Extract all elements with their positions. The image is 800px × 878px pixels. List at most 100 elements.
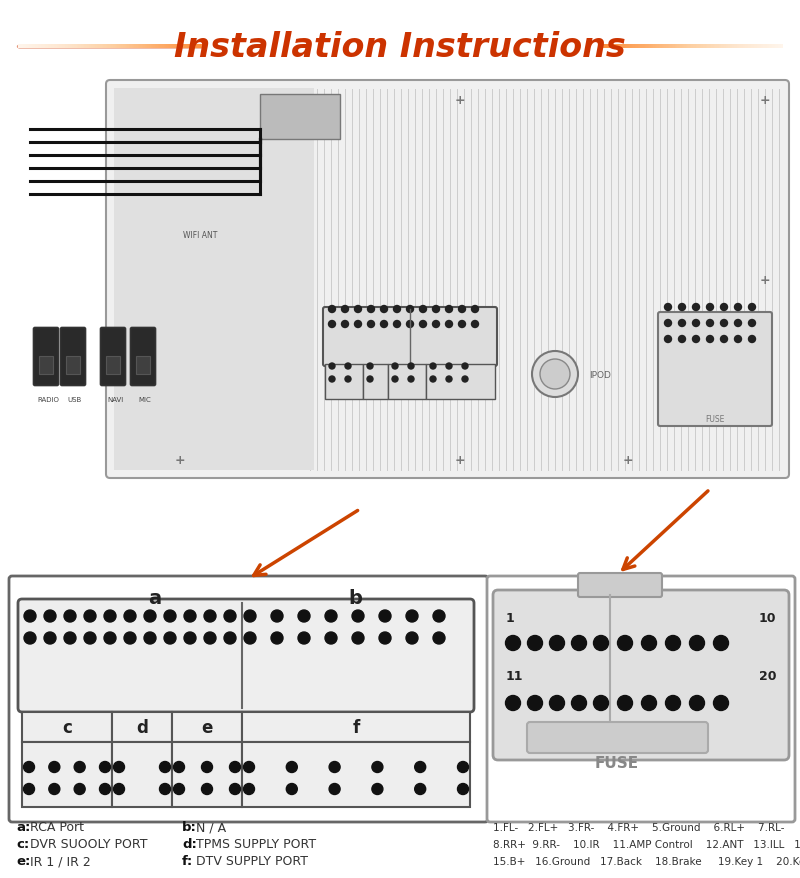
Text: 11: 11 — [506, 669, 523, 681]
Circle shape — [446, 377, 452, 383]
Circle shape — [298, 610, 310, 623]
Circle shape — [202, 783, 213, 795]
Circle shape — [286, 783, 298, 795]
Circle shape — [392, 377, 398, 383]
Circle shape — [408, 363, 414, 370]
Text: +: + — [760, 273, 770, 286]
Circle shape — [527, 636, 542, 651]
Circle shape — [665, 304, 671, 311]
Circle shape — [244, 610, 256, 623]
Circle shape — [406, 610, 418, 623]
Text: +: + — [622, 453, 634, 466]
Circle shape — [164, 632, 176, 644]
Circle shape — [693, 320, 699, 327]
Circle shape — [433, 321, 439, 328]
Circle shape — [23, 761, 34, 773]
Circle shape — [379, 632, 391, 644]
Circle shape — [372, 783, 383, 795]
Circle shape — [394, 306, 401, 313]
Text: d: d — [136, 718, 148, 736]
Text: +: + — [454, 453, 466, 466]
Circle shape — [419, 306, 426, 313]
Circle shape — [527, 695, 542, 710]
Circle shape — [550, 695, 565, 710]
Circle shape — [446, 321, 453, 328]
Circle shape — [571, 636, 586, 651]
Circle shape — [124, 632, 136, 644]
Circle shape — [329, 321, 335, 328]
Circle shape — [329, 363, 335, 370]
Circle shape — [594, 636, 609, 651]
Circle shape — [433, 306, 439, 313]
Circle shape — [325, 610, 337, 623]
Circle shape — [23, 783, 34, 795]
Circle shape — [678, 304, 686, 311]
Circle shape — [104, 610, 116, 623]
Circle shape — [406, 632, 418, 644]
Circle shape — [678, 320, 686, 327]
Circle shape — [408, 377, 414, 383]
Circle shape — [721, 336, 727, 343]
Bar — [260, 95, 340, 140]
Circle shape — [159, 783, 170, 795]
Text: N / A: N / A — [196, 821, 226, 833]
Circle shape — [666, 695, 681, 710]
Text: c: c — [62, 718, 72, 736]
Circle shape — [430, 363, 436, 370]
Circle shape — [392, 363, 398, 370]
FancyBboxPatch shape — [61, 328, 86, 386]
FancyBboxPatch shape — [493, 590, 789, 760]
Circle shape — [714, 695, 729, 710]
Circle shape — [693, 336, 699, 343]
Circle shape — [734, 336, 742, 343]
Circle shape — [749, 304, 755, 311]
Circle shape — [104, 632, 116, 644]
Text: a: a — [149, 588, 162, 607]
Bar — [22, 712, 112, 742]
Circle shape — [286, 761, 298, 773]
Circle shape — [99, 761, 110, 773]
Text: 15.B+   16.Ground   17.Back    18.Brake     19.Key 1    20.Key 2: 15.B+ 16.Ground 17.Back 18.Brake 19.Key … — [493, 856, 800, 866]
Circle shape — [114, 783, 125, 795]
Circle shape — [230, 761, 241, 773]
Circle shape — [532, 351, 578, 398]
Circle shape — [99, 783, 110, 795]
Circle shape — [84, 632, 96, 644]
Circle shape — [406, 321, 414, 328]
Text: TPMS SUPPLY PORT: TPMS SUPPLY PORT — [196, 838, 316, 851]
Text: a:: a: — [16, 821, 30, 833]
Circle shape — [433, 632, 445, 644]
Circle shape — [342, 321, 349, 328]
Circle shape — [244, 632, 256, 644]
FancyBboxPatch shape — [130, 328, 155, 386]
Bar — [426, 364, 495, 399]
Circle shape — [354, 321, 362, 328]
Circle shape — [471, 321, 478, 328]
Text: c:: c: — [16, 838, 30, 851]
Bar — [242, 712, 470, 742]
Bar — [112, 742, 172, 807]
Circle shape — [224, 632, 236, 644]
Text: DTV SUPPLY PORT: DTV SUPPLY PORT — [196, 854, 308, 867]
Circle shape — [144, 610, 156, 623]
Circle shape — [706, 304, 714, 311]
Circle shape — [224, 610, 236, 623]
Text: USB: USB — [68, 397, 82, 402]
Circle shape — [678, 336, 686, 343]
Text: Installation Instructions: Installation Instructions — [174, 31, 626, 63]
Text: +: + — [174, 453, 186, 466]
Circle shape — [458, 761, 469, 773]
Text: IPOD: IPOD — [589, 371, 611, 379]
Circle shape — [381, 321, 387, 328]
Circle shape — [540, 360, 570, 390]
Circle shape — [372, 761, 383, 773]
Circle shape — [352, 632, 364, 644]
Text: WIFI ANT: WIFI ANT — [183, 230, 217, 239]
Text: NAVI: NAVI — [107, 397, 123, 402]
Circle shape — [64, 632, 76, 644]
Circle shape — [329, 783, 340, 795]
FancyBboxPatch shape — [106, 81, 789, 479]
Circle shape — [44, 610, 56, 623]
FancyBboxPatch shape — [658, 313, 772, 427]
Circle shape — [618, 695, 633, 710]
